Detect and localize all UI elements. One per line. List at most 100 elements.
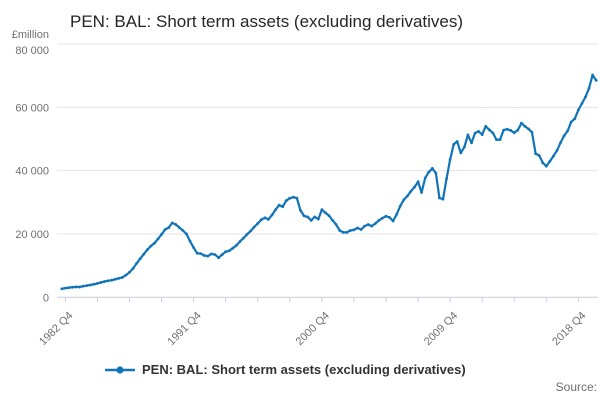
data-point xyxy=(174,223,178,226)
data-point xyxy=(270,213,274,217)
data-point xyxy=(502,128,505,132)
data-point xyxy=(263,216,267,220)
data-point xyxy=(142,252,146,256)
data-point xyxy=(167,226,171,230)
data-point xyxy=(302,214,306,218)
data-point xyxy=(106,279,110,283)
data-point xyxy=(448,158,452,162)
data-point xyxy=(199,252,203,256)
x-tick-label: 1991 Q4 xyxy=(165,310,203,348)
y-tick-label: 20 000 xyxy=(15,229,49,241)
data-point xyxy=(128,270,131,274)
data-point xyxy=(473,131,477,135)
data-point xyxy=(594,79,598,82)
data-point xyxy=(81,284,85,288)
data-point xyxy=(381,216,384,220)
y-tick-label: 40 000 xyxy=(15,166,49,178)
data-point xyxy=(548,159,552,163)
data-point xyxy=(316,217,320,221)
data-point xyxy=(498,138,502,142)
x-tick-label: 2000 Q4 xyxy=(294,310,332,348)
y-tick-label: 0 xyxy=(43,292,49,304)
axis-layer: 0 20 000 40 000 60 000 80 000 1982 Q4 1991 Q4 2… xyxy=(15,45,588,348)
data-point xyxy=(220,253,224,256)
data-point xyxy=(555,149,559,152)
data-point xyxy=(259,218,263,222)
data-point xyxy=(338,229,342,232)
data-point xyxy=(359,228,363,231)
data-point xyxy=(413,185,416,189)
x-tick-label: 2018 Q4 xyxy=(550,310,588,348)
data-point xyxy=(292,195,295,199)
data-point xyxy=(466,133,470,137)
data-point xyxy=(559,141,562,145)
data-point xyxy=(277,203,281,207)
data-point xyxy=(370,224,374,228)
data-point xyxy=(320,208,324,212)
data-point xyxy=(530,130,534,134)
data-point xyxy=(566,129,570,133)
data-point xyxy=(121,276,124,279)
data-point xyxy=(580,102,584,105)
data-point xyxy=(562,134,566,138)
data-point xyxy=(331,219,334,222)
data-point xyxy=(327,214,331,218)
data-point xyxy=(334,223,338,226)
data-point xyxy=(587,86,591,90)
data-point xyxy=(455,140,459,143)
data-point xyxy=(309,219,313,222)
data-point xyxy=(477,130,480,133)
data-point xyxy=(377,219,381,222)
source-label: Source: xyxy=(556,380,597,394)
data-point xyxy=(409,189,413,193)
data-point xyxy=(430,167,434,170)
data-point xyxy=(591,73,594,77)
data-point xyxy=(178,226,181,230)
series-line[interactable] xyxy=(60,73,598,291)
y-axis-unit-label: £million xyxy=(12,29,49,41)
data-point xyxy=(341,231,345,234)
data-point xyxy=(569,120,573,124)
data-point xyxy=(235,244,238,247)
data-point xyxy=(274,208,277,212)
data-point xyxy=(349,229,352,232)
data-point xyxy=(512,131,516,135)
data-point xyxy=(402,198,406,202)
data-point xyxy=(74,285,78,289)
data-point xyxy=(192,246,196,250)
data-point xyxy=(491,131,495,135)
data-point xyxy=(67,286,71,289)
data-point xyxy=(577,108,580,112)
data-point xyxy=(459,151,463,155)
data-point xyxy=(195,251,199,255)
data-point xyxy=(509,129,513,132)
data-point xyxy=(224,250,228,254)
data-point xyxy=(284,199,288,203)
data-point xyxy=(356,226,359,230)
data-point xyxy=(398,204,402,208)
data-point xyxy=(373,222,377,225)
data-point xyxy=(427,170,431,174)
data-point xyxy=(170,221,174,225)
data-point xyxy=(227,249,231,253)
data-point xyxy=(245,232,249,236)
data-point xyxy=(85,284,89,287)
data-point xyxy=(188,239,192,243)
data-point xyxy=(463,145,466,149)
data-point xyxy=(135,262,139,265)
data-point xyxy=(452,143,456,146)
data-point xyxy=(78,285,81,289)
x-tick-label: 1982 Q4 xyxy=(37,310,75,348)
data-point xyxy=(520,121,523,125)
data-point xyxy=(324,211,327,215)
data-point xyxy=(445,177,448,181)
data-point xyxy=(92,282,96,286)
data-point xyxy=(103,280,106,283)
data-point xyxy=(366,223,370,226)
data-point xyxy=(544,164,548,168)
data-point xyxy=(181,229,185,232)
data-point xyxy=(487,128,491,132)
legend-dot-marker-icon xyxy=(116,366,124,374)
